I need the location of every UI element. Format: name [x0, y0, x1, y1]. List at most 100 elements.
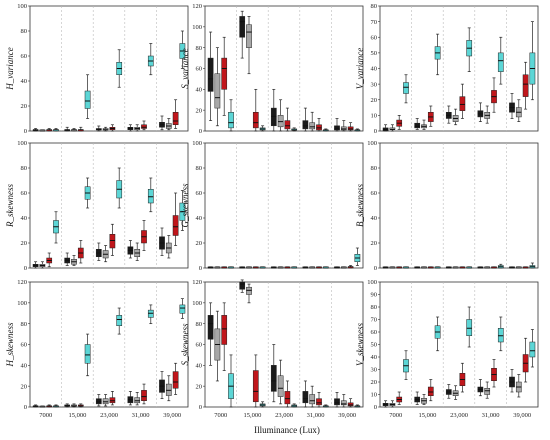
box	[309, 122, 316, 130]
y-tick-label: 30	[371, 367, 378, 374]
panel-frame	[379, 142, 539, 269]
box	[277, 115, 284, 128]
box	[302, 120, 309, 130]
x-tick-label: 31,000	[482, 412, 500, 419]
y-tick-label: 40	[196, 363, 203, 370]
box	[109, 234, 116, 249]
box	[95, 398, 102, 405]
y-tick-label: 70	[371, 19, 378, 26]
box	[522, 74, 529, 97]
y-tick-label: 0	[24, 265, 27, 272]
x-tick-label: 15,000	[243, 412, 261, 419]
box	[141, 390, 147, 402]
box	[334, 398, 340, 406]
y-axis-label: S_skewness	[180, 323, 190, 365]
y-tick-label: 100	[192, 140, 202, 147]
y-tick-label: 30	[371, 81, 378, 88]
x-tick-label: 7000	[214, 412, 227, 419]
y-axis-label: V_skewness	[355, 323, 365, 366]
y-axis-label: V_variance	[355, 48, 365, 89]
box	[214, 73, 221, 109]
y-tick-label: 40	[371, 354, 378, 361]
box	[270, 107, 277, 127]
y-tick-label: 80	[371, 165, 378, 172]
box	[165, 383, 172, 396]
y-tick-label: 20	[196, 107, 203, 114]
y-tick-label: 0	[24, 128, 27, 135]
y-tick-label: 40	[21, 215, 28, 222]
box	[179, 304, 186, 314]
panel-9: 0 10 20 30 40 50 60 70 80 90 100 V_skewness 7000 15,0…	[355, 279, 539, 419]
y-tick-label: 20	[196, 383, 203, 390]
y-axis-label: B_skewness	[355, 184, 365, 227]
box	[484, 388, 491, 395]
y-tick-label: 0	[374, 265, 377, 272]
box	[284, 391, 291, 405]
box	[116, 315, 123, 327]
box	[316, 398, 322, 406]
y-tick-label: 40	[371, 66, 378, 73]
y-tick-label: 80	[196, 321, 203, 328]
box	[239, 281, 246, 290]
box	[309, 394, 316, 405]
x-tick-label: 23,000	[100, 412, 118, 419]
y-tick-label: 20	[371, 240, 378, 247]
y-tick-label: 40	[21, 78, 28, 85]
y-tick-label: 60	[21, 53, 28, 60]
y-axis-label: H_skewness	[5, 322, 15, 367]
box	[497, 52, 504, 72]
x-tick-label: 7000	[389, 412, 402, 419]
x-axis-label: Illuminance (Lux)	[254, 425, 320, 435]
box	[302, 391, 309, 404]
y-tick-label: 0	[24, 404, 27, 411]
panel-frame	[29, 142, 189, 269]
panel-6: 0 20 40 60 80 100 B_skewness	[355, 140, 539, 272]
box	[207, 315, 214, 340]
y-tick-label: 60	[21, 342, 28, 349]
box	[347, 126, 354, 131]
box	[414, 122, 421, 129]
y-tick-label: 0	[374, 404, 377, 411]
y-tick-label: 0	[199, 265, 202, 272]
y-tick-label: 80	[21, 321, 28, 328]
box	[239, 16, 246, 38]
y-tick-label: 80	[371, 304, 378, 311]
box	[221, 57, 228, 90]
box	[459, 96, 466, 111]
y-tick-label: 120	[192, 279, 202, 286]
panel-2: 0 20 40 60 80 100 120 S_variance	[180, 3, 364, 135]
y-tick-label: 100	[192, 300, 202, 307]
x-tick-label: 7000	[39, 412, 52, 419]
y-tick-label: 60	[371, 34, 378, 41]
box	[221, 315, 228, 345]
y-tick-label: 80	[371, 3, 378, 10]
y-tick-label: 20	[371, 97, 378, 104]
box	[277, 375, 284, 397]
x-tick-label: 39,000	[163, 412, 181, 419]
y-tick-label: 20	[21, 240, 28, 247]
y-tick-label: 60	[371, 190, 378, 197]
box	[102, 398, 109, 405]
x-tick-label: 39,000	[338, 412, 356, 419]
box	[529, 341, 536, 358]
y-tick-label: 120	[17, 279, 27, 286]
y-tick-label: 70	[371, 317, 378, 324]
panel-frame	[29, 5, 189, 132]
x-tick-label: 39,000	[513, 412, 531, 419]
box	[316, 124, 322, 131]
y-axis-label: R_skewness	[5, 184, 15, 228]
box	[109, 397, 116, 404]
x-tick-label: 15,000	[68, 412, 86, 419]
y-tick-label: 80	[21, 28, 28, 35]
panel-4: 0 20 40 60 80 100 R_skewness	[5, 140, 189, 272]
y-tick-label: 60	[371, 329, 378, 336]
y-tick-label: 40	[21, 363, 28, 370]
y-tick-label: 60	[196, 342, 203, 349]
box	[134, 397, 141, 404]
y-tick-label: 50	[371, 50, 378, 57]
x-tick-label: 23,000	[275, 412, 293, 419]
panel-3: 0 10 20 30 40 50 60 70 80 V_variance	[355, 3, 539, 135]
y-tick-label: 40	[196, 87, 203, 94]
y-tick-label: 80	[21, 165, 28, 172]
